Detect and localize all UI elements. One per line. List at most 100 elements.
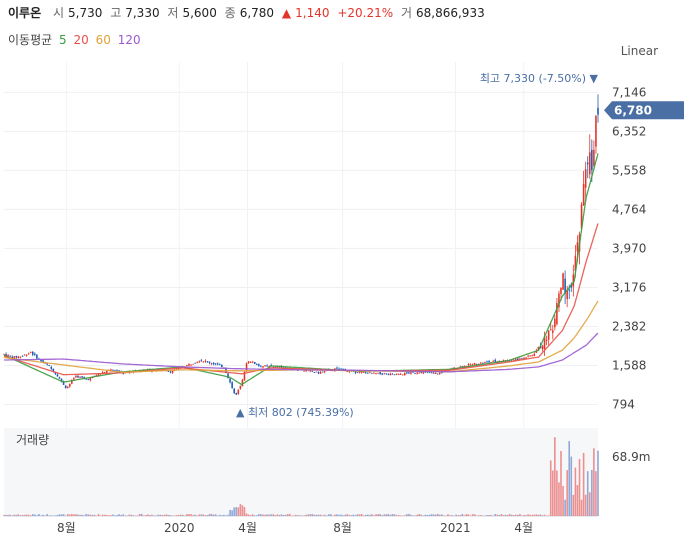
candle-body xyxy=(576,242,579,252)
candle-body xyxy=(422,371,425,374)
candle-body xyxy=(25,354,28,356)
volume-bar xyxy=(179,514,182,516)
volume-bar xyxy=(418,514,420,516)
candle-body xyxy=(375,373,377,374)
volume-bar xyxy=(206,515,209,516)
candle-body xyxy=(342,368,344,370)
candle-body xyxy=(204,360,207,362)
volume-bar xyxy=(19,515,22,516)
candle-body xyxy=(64,385,67,389)
volume-bar xyxy=(580,499,583,516)
candle-body xyxy=(364,371,367,373)
volume-bar xyxy=(140,513,143,516)
candle-body xyxy=(580,204,583,229)
volume-bar xyxy=(334,514,336,516)
candle-body xyxy=(403,373,406,376)
candle-body xyxy=(280,366,283,369)
volume-bar xyxy=(223,514,225,516)
ma-60-label[interactable]: 60 xyxy=(95,33,111,47)
volume-bar xyxy=(175,515,178,516)
moving-average-20-line xyxy=(3,223,599,376)
candle-body xyxy=(512,359,515,361)
volume-bar xyxy=(303,515,305,516)
volume-bar xyxy=(504,514,507,516)
volume-bar xyxy=(62,514,65,516)
candle-body xyxy=(81,376,83,378)
volume-bar xyxy=(5,514,7,516)
candle-body xyxy=(71,380,73,384)
candle-body xyxy=(595,115,597,147)
candle-body xyxy=(251,361,254,363)
volume-bar xyxy=(562,486,564,516)
volume-bar xyxy=(159,514,162,516)
ma-20-label[interactable]: 20 xyxy=(73,33,89,47)
volume-panel xyxy=(4,428,598,516)
close-value: 6,780 xyxy=(239,6,275,20)
volume-bar xyxy=(40,515,42,516)
candle-body xyxy=(473,363,476,365)
candle-body xyxy=(568,289,571,291)
candle-body xyxy=(346,370,349,372)
scale-mode-toggle[interactable]: Linear xyxy=(620,44,658,58)
volume-bar xyxy=(321,515,324,516)
price-tick-label: 2,382 xyxy=(612,319,646,333)
candle-body xyxy=(543,336,546,350)
price-tick-label: 3,970 xyxy=(612,241,646,255)
volume-bar xyxy=(136,515,139,516)
volume-bar xyxy=(214,514,217,516)
candle-body xyxy=(171,370,174,374)
volume-bar xyxy=(243,506,246,516)
candle-body xyxy=(186,365,188,366)
volume-bar xyxy=(114,515,116,516)
volume-bar xyxy=(490,514,492,516)
candle-body xyxy=(256,364,258,366)
volume-bar xyxy=(543,514,546,516)
volume-bar xyxy=(169,515,172,516)
volume-bar xyxy=(414,515,416,516)
candle-body xyxy=(208,361,211,363)
volume-bar xyxy=(245,513,248,516)
candle-body xyxy=(482,362,484,364)
volume-bar xyxy=(249,515,252,516)
volume-bar xyxy=(494,514,497,516)
ma-120-label[interactable]: 120 xyxy=(117,33,141,47)
volume-bar xyxy=(210,513,213,516)
time-tick-label: 4월 xyxy=(238,521,257,535)
volume-bar xyxy=(13,514,16,516)
candle-body xyxy=(105,370,108,373)
high-value: 7,330 xyxy=(125,6,160,20)
time-tick-label: 4월 xyxy=(514,521,533,535)
candle-body xyxy=(385,373,388,375)
candle-body xyxy=(60,378,63,382)
volume-bar xyxy=(196,515,199,516)
candle-body xyxy=(554,318,556,328)
volume-bar xyxy=(200,514,203,516)
volume-bar xyxy=(584,494,587,516)
candle-body xyxy=(34,353,36,355)
candle-body xyxy=(541,345,544,350)
volume-bar xyxy=(11,515,14,516)
candle-body xyxy=(13,356,16,359)
volume-bar xyxy=(393,514,396,516)
candle-body xyxy=(393,374,396,376)
volume-bar xyxy=(564,499,566,516)
volume-bar xyxy=(286,513,289,516)
candle-body xyxy=(366,372,369,374)
volume-bar xyxy=(71,513,73,516)
volume-bar xyxy=(87,514,90,516)
volume-bar xyxy=(539,514,542,516)
candle-body xyxy=(558,293,560,308)
volume-bar xyxy=(422,515,425,516)
candle-body xyxy=(118,370,120,372)
candle-body xyxy=(527,355,529,357)
volume-bar xyxy=(529,514,531,516)
candle-body xyxy=(362,372,365,373)
candle-body xyxy=(556,302,558,325)
candle-body xyxy=(424,371,427,373)
candle-body xyxy=(11,356,14,359)
volume-bar xyxy=(451,515,453,516)
candle-body xyxy=(547,330,550,340)
ma-5-label[interactable]: 5 xyxy=(59,33,67,47)
current-price-tag xyxy=(604,101,684,120)
